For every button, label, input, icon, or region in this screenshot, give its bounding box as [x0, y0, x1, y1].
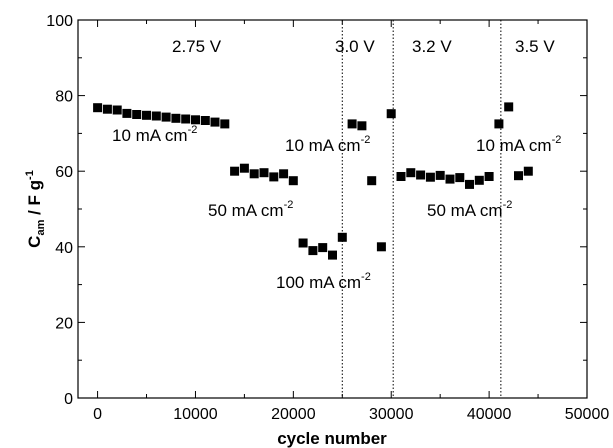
- annotation-v3: 3.2 V: [412, 37, 452, 56]
- data-point: [142, 110, 151, 120]
- data-point: [347, 119, 357, 129]
- annotation-c3: 100 mA cm-2: [276, 271, 371, 292]
- data-point: [249, 169, 259, 179]
- data-point: [435, 170, 445, 180]
- annotation-c5: 50 mA cm-2: [427, 199, 512, 220]
- data-point: [425, 172, 435, 182]
- y-axis-title: Cam / F g-1: [24, 170, 47, 248]
- data-point: [269, 172, 279, 182]
- annotation-v4: 3.5 V: [515, 37, 555, 56]
- data-point: [279, 169, 289, 179]
- data-point: [308, 246, 318, 256]
- data-point: [367, 176, 377, 186]
- x-tick-label: 20000: [271, 406, 316, 423]
- annotation-c6: 10 mA cm-2: [476, 134, 561, 155]
- data-point: [259, 168, 269, 178]
- y-tick-label: 100: [46, 13, 73, 30]
- data-point: [318, 243, 328, 253]
- annotation-c2: 50 mA cm-2: [208, 199, 293, 220]
- data-point: [210, 117, 220, 127]
- data-point: [328, 250, 337, 260]
- data-point: [357, 121, 367, 131]
- y-tick-label: 80: [55, 89, 73, 106]
- data-point: [239, 163, 249, 173]
- data-point: [230, 166, 240, 176]
- data-point: [474, 175, 484, 185]
- x-tick-label: 30000: [369, 406, 414, 423]
- y-axis-title-unit-superscript: -1: [24, 170, 36, 180]
- x-axis-title: cycle number: [277, 429, 387, 448]
- data-point: [102, 104, 112, 114]
- annotation-c4: 10 mA cm-2: [285, 134, 370, 155]
- data-point: [523, 166, 533, 176]
- data-point: [112, 105, 122, 115]
- data-point: [122, 108, 132, 118]
- voltage-boundary-lines: [341, 20, 502, 398]
- data-point: [455, 173, 465, 183]
- x-tick-label: 40000: [467, 406, 512, 423]
- y-axis-title-main: C: [25, 236, 44, 248]
- data-point: [406, 168, 416, 178]
- data-point: [386, 109, 396, 119]
- data-point: [151, 111, 161, 121]
- x-tick-label: 50000: [565, 406, 610, 423]
- data-point: [171, 113, 181, 123]
- y-tick-label: 60: [55, 164, 73, 181]
- data-point: [484, 172, 494, 181]
- data-point: [181, 114, 191, 124]
- data-point: [337, 232, 347, 242]
- data-points: [93, 102, 533, 260]
- data-point: [288, 176, 298, 186]
- axis-ticks: [78, 19, 588, 399]
- data-point: [445, 174, 455, 184]
- annotation-v2: 3.0 V: [335, 37, 375, 56]
- data-point: [416, 170, 426, 180]
- x-tick-label: 10000: [173, 406, 218, 423]
- annotation-v1: 2.75 V: [172, 37, 222, 56]
- x-tick-label: 0: [93, 406, 102, 423]
- data-point: [396, 172, 406, 181]
- y-axis-title-unit: / F g: [25, 180, 44, 220]
- y-tick-label: 20: [55, 315, 73, 332]
- data-point: [514, 171, 523, 181]
- y-axis-title-subscript: am: [35, 219, 47, 235]
- data-point: [132, 110, 142, 119]
- data-point: [191, 115, 200, 125]
- data-point: [504, 102, 514, 112]
- annotation-c1: 10 mA cm-2: [112, 124, 197, 145]
- y-tick-label: 40: [55, 240, 73, 257]
- data-point: [93, 103, 103, 113]
- data-point: [200, 116, 210, 125]
- data-point: [465, 179, 474, 189]
- y-tick-label: 0: [64, 391, 73, 408]
- tick-labels: 0 10000 20000 30000 40000 50000 0 20 40 60 80 100: [46, 13, 609, 423]
- data-point: [298, 238, 308, 248]
- data-point: [376, 242, 386, 252]
- data-point: [220, 119, 230, 129]
- data-point: [494, 119, 504, 129]
- annotations: 2.75 V 3.0 V 3.2 V 3.5 V 10 mA cm-2 50 mA cm-…: [112, 37, 561, 292]
- data-point: [161, 112, 171, 122]
